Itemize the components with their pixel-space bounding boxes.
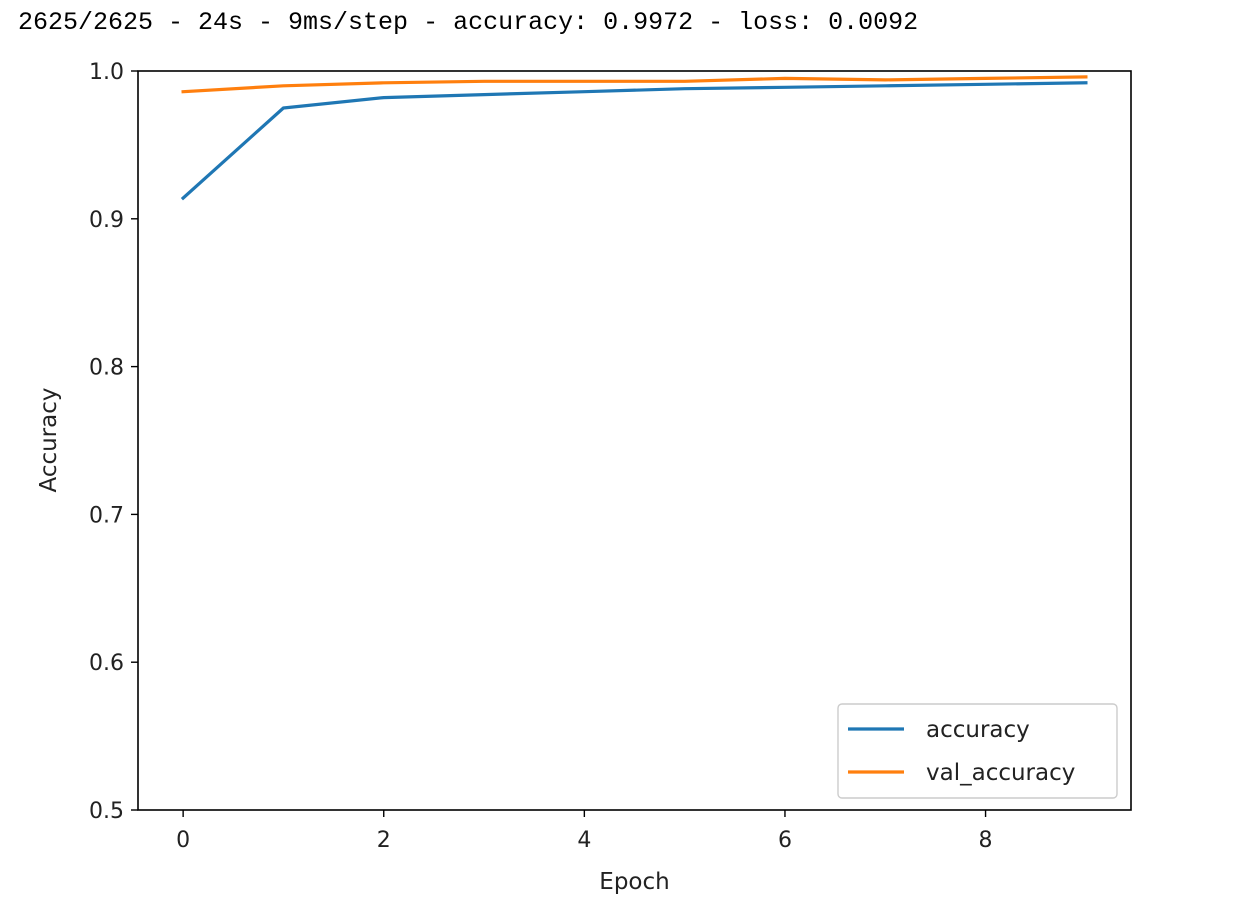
y-tick-label: 0.8 — [89, 356, 124, 381]
y-axis-label: Accuracy — [36, 387, 62, 492]
x-tick-label: 8 — [979, 828, 993, 853]
x-axis-label: Epoch — [599, 869, 669, 895]
y-tick-label: 1.0 — [89, 60, 124, 85]
legend-label-val-accuracy: val_accuracy — [926, 760, 1075, 786]
plot-frame — [137, 70, 1132, 811]
x-axis-ticks: 0 2 4 6 8 — [176, 810, 993, 853]
x-tick-label: 4 — [577, 828, 591, 853]
y-tick-label: 0.6 — [89, 651, 124, 676]
x-tick-label: 6 — [778, 828, 792, 853]
x-tick-label: 0 — [176, 828, 190, 853]
legend-box — [837, 703, 1118, 799]
console-output-line: 2625/2625 - 24s - 9ms/step - accuracy: 0… — [18, 8, 919, 37]
y-axis-ticks: 0.5 0.6 0.7 0.8 0.9 1.0 — [89, 60, 138, 824]
series-layer — [180, 75, 1088, 201]
y-tick-label: 0.7 — [89, 503, 124, 528]
series-line-val-accuracy — [181, 75, 1088, 94]
plot-background — [138, 71, 1131, 810]
x-tick-label: 2 — [377, 828, 391, 853]
y-tick-label: 0.5 — [89, 799, 124, 824]
y-tick-label: 0.9 — [89, 208, 124, 233]
series-line-accuracy — [180, 81, 1088, 201]
legend-label-accuracy: accuracy — [926, 717, 1030, 743]
legend: accuracy val_accuracy — [837, 703, 1118, 799]
